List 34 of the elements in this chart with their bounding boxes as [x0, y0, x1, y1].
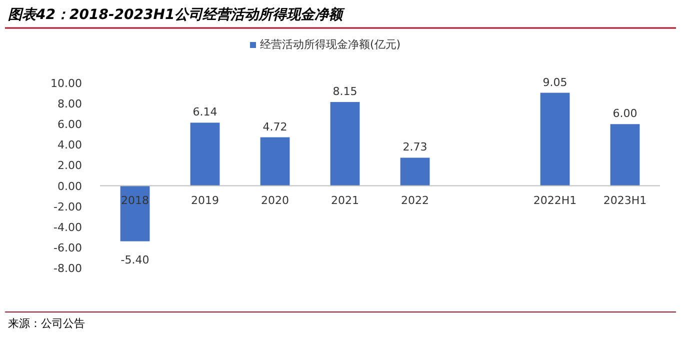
bar — [330, 102, 360, 186]
bar — [120, 186, 150, 242]
bar — [400, 158, 430, 186]
data-label: 6.00 — [612, 107, 638, 120]
legend: 经营活动所得现金净额(亿元) — [250, 38, 401, 51]
x-tick-label: 2022H1 — [533, 194, 577, 207]
bar — [610, 124, 640, 186]
data-label: 4.72 — [262, 120, 288, 134]
y-tick-label: -2.00 — [54, 200, 82, 214]
x-tick-label: 2018 — [121, 194, 149, 207]
y-tick-label: 6.00 — [58, 118, 82, 132]
bar — [260, 137, 290, 186]
y-tick-label: 8.00 — [58, 98, 82, 111]
data-label: 9.05 — [542, 76, 568, 89]
x-tick-label: 2019 — [191, 194, 219, 207]
x-tick-label: 2020 — [261, 194, 289, 207]
bar — [190, 122, 220, 186]
x-tick-label: 2021 — [331, 194, 359, 207]
y-tick-label: -6.00 — [54, 241, 82, 254]
y-tick-label: -4.00 — [54, 220, 82, 234]
x-tick-label: 2022 — [401, 194, 429, 207]
data-label: 2.73 — [402, 140, 428, 154]
data-label: 8.15 — [332, 85, 358, 98]
y-tick-label: 10.00 — [50, 77, 82, 90]
data-label: -5.40 — [120, 253, 150, 266]
x-tick-label: 2023H1 — [603, 194, 647, 207]
source-note: 来源：公司公告 — [8, 317, 85, 330]
y-tick-label: 2.00 — [58, 159, 82, 172]
data-label: 6.14 — [192, 106, 218, 119]
chart-title: 图表42：2018-2023H1公司经营活动所得现金净额 — [8, 6, 346, 23]
y-tick-label: -8.00 — [54, 262, 82, 275]
y-tick-label: 0.00 — [58, 180, 82, 193]
y-tick-label: 4.00 — [58, 138, 82, 152]
bar — [540, 92, 570, 186]
